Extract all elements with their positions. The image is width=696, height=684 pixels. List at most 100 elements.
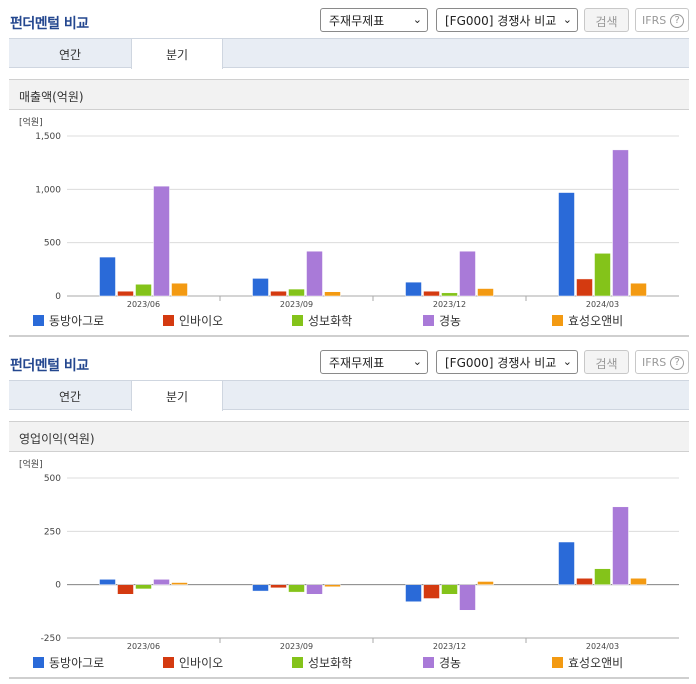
statement-select-value: 주재무제표: [329, 356, 385, 370]
bar: [117, 290, 134, 297]
bar: [630, 282, 647, 297]
legend-item[interactable]: 성보화학: [292, 654, 352, 671]
ifrs-label: IFRS: [642, 14, 667, 27]
bar: [171, 282, 188, 297]
bar: [324, 291, 341, 297]
bar: [135, 584, 152, 590]
bar: [405, 281, 422, 297]
x-tick-label: 2023/12: [433, 642, 466, 651]
search-button[interactable]: 검색: [584, 350, 629, 374]
x-tick-label: 2023/09: [280, 300, 313, 309]
panel-divider: [9, 677, 689, 679]
y-tick-label: 0: [55, 292, 61, 302]
legend-label: 인바이오: [179, 656, 224, 670]
y-unit-label: [억원]: [19, 116, 43, 128]
bar: [288, 288, 305, 297]
bar: [252, 278, 269, 297]
legend-swatch: [423, 315, 434, 326]
compare-select-value: [FG000] 경쟁사 비교: [445, 14, 557, 28]
legend-swatch: [33, 315, 44, 326]
legend-item[interactable]: 경농: [423, 654, 461, 671]
legend-label: 효성오앤비: [568, 656, 624, 670]
chart-legend: 동방아그로 인바이오 성보화학 경농 효성오앤비: [9, 654, 689, 674]
legend-label: 경농: [439, 314, 462, 328]
bar: [576, 578, 593, 585]
bar: [270, 290, 287, 297]
chevron-down-icon: ⌄: [412, 355, 422, 368]
legend-item[interactable]: 인바이오: [163, 312, 223, 329]
bar: [612, 506, 629, 585]
bar: [252, 584, 269, 592]
x-tick-label: 2023/06: [127, 642, 160, 651]
legend-item[interactable]: 동방아그로: [33, 312, 104, 329]
bar: [441, 292, 458, 297]
bar: [423, 584, 440, 599]
x-tick-label: 2024/03: [586, 300, 619, 309]
panel-header: 펀더멘털 비교 주재무제표 ⌄ [FG000] 경쟁사 비교 ⌄ 검색 IFRS…: [0, 342, 696, 380]
bar: [423, 290, 440, 297]
chevron-down-icon: ⌄: [560, 13, 572, 26]
bar: [324, 584, 341, 588]
legend-label: 성보화학: [308, 314, 353, 328]
statement-select-value: 주재무제표: [329, 14, 385, 28]
statement-select[interactable]: 주재무제표 ⌄: [320, 8, 428, 32]
compare-select[interactable]: [FG000] 경쟁사 비교 ⌄: [436, 350, 578, 374]
tab-annual[interactable]: 연간: [58, 48, 82, 62]
y-tick-label: 1,000: [35, 185, 61, 195]
bar: [477, 288, 494, 297]
legend-item[interactable]: 효성오앤비: [552, 654, 623, 671]
bar: [558, 192, 575, 297]
bar: [477, 581, 494, 585]
ifrs-help-button[interactable]: IFRS?: [635, 350, 689, 374]
legend-item[interactable]: 성보화학: [292, 312, 352, 329]
x-tick-label: 2023/06: [127, 300, 160, 309]
legend-label: 효성오앤비: [568, 314, 624, 328]
legend-swatch: [292, 657, 303, 668]
chart-area: [억원] 0 500 1,000 1,500 2023/06 2023/09 2023/12 2…: [9, 110, 689, 314]
fundamental-panel-operating-profit: 펀더멘털 비교 주재무제표 ⌄ [FG000] 경쟁사 비교 ⌄ 검색 IFRS…: [0, 342, 696, 684]
compare-select[interactable]: [FG000] 경쟁사 비교 ⌄: [436, 8, 578, 32]
legend-item[interactable]: 동방아그로: [33, 654, 104, 671]
search-button[interactable]: 검색: [584, 8, 629, 32]
help-icon: ?: [670, 14, 685, 28]
metric-title: 매출액(억원): [9, 79, 689, 110]
ifrs-help-button[interactable]: IFRS?: [635, 8, 689, 32]
bar: [576, 278, 593, 297]
bar: [171, 582, 188, 585]
metric-title: 영업이익(억원): [9, 421, 689, 452]
ifrs-label: IFRS: [642, 356, 667, 369]
bar: [153, 185, 170, 297]
bar: [288, 584, 305, 593]
tab-quarterly[interactable]: 분기: [131, 39, 223, 69]
period-tabs: 연간 분기: [9, 380, 689, 411]
legend-item[interactable]: 경농: [423, 312, 461, 329]
bar: [153, 579, 170, 585]
x-tick-label: 2023/09: [280, 642, 313, 651]
bar: [558, 541, 575, 585]
bar: [270, 584, 287, 589]
legend-swatch: [552, 657, 563, 668]
y-tick-label: -250: [41, 634, 62, 644]
bar: [99, 579, 116, 585]
panel-title: 펀더멘털 비교: [10, 358, 89, 374]
legend-swatch: [163, 315, 174, 326]
legend-item[interactable]: 효성오앤비: [552, 312, 623, 329]
statement-select[interactable]: 주재무제표 ⌄: [320, 350, 428, 374]
legend-label: 경농: [439, 656, 462, 670]
bar: [306, 250, 323, 297]
revenue-bar-chart: [억원] 0 500 1,000 1,500 2023/06 2023/09 2023/12 2…: [19, 116, 679, 309]
help-icon: ?: [670, 356, 685, 370]
tab-annual[interactable]: 연간: [58, 390, 82, 404]
y-tick-label: 500: [44, 474, 61, 484]
x-tick-label: 2024/03: [586, 642, 619, 651]
chart-legend: 동방아그로 인바이오 성보화학 경농 효성오앤비: [9, 312, 689, 332]
bar: [441, 584, 458, 595]
legend-label: 성보화학: [308, 656, 353, 670]
y-tick-label: 250: [44, 527, 61, 537]
chevron-down-icon: ⌄: [560, 355, 572, 368]
chart-area: [억원] -250 0 250 500 2023/06 2023/09 2023/12 2024…: [9, 452, 689, 656]
tab-quarterly[interactable]: 분기: [131, 381, 223, 411]
legend-item[interactable]: 인바이오: [163, 654, 223, 671]
chevron-down-icon: ⌄: [412, 13, 422, 26]
panel-divider: [9, 335, 689, 337]
